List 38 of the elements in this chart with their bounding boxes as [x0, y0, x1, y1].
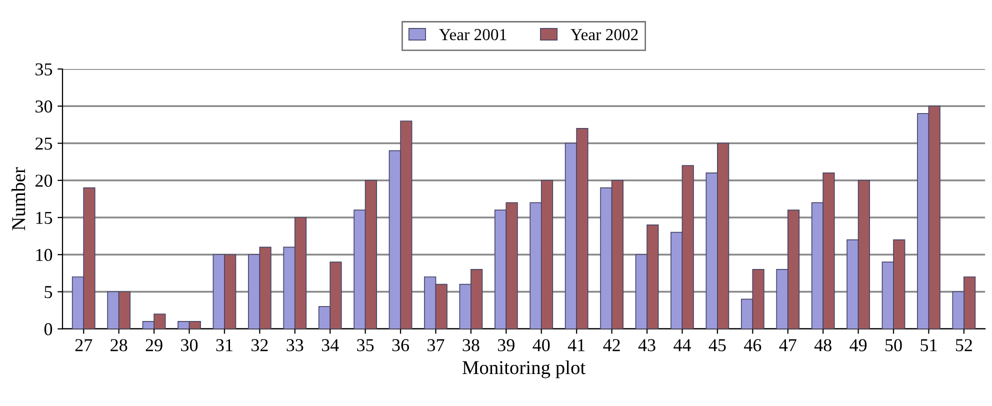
x-tick-label: 38 — [462, 339, 480, 352]
x-tick-label: 52 — [956, 339, 972, 352]
x-tick-label: 41 — [568, 339, 585, 352]
x-tick-label: 50 — [886, 339, 902, 352]
legend-label: Year 2001 — [439, 28, 506, 40]
x-tick-label: 27 — [75, 339, 92, 352]
x-tick-label: 49 — [850, 339, 867, 352]
x-axis-title: Monitoring plot — [462, 360, 586, 378]
y-tick-label: 30 — [36, 100, 52, 113]
x-tick-label: 39 — [498, 339, 514, 352]
x-tick-label: 47 — [779, 339, 796, 352]
y-tick-label: 35 — [36, 63, 52, 76]
x-tick-label: 48 — [814, 339, 832, 352]
x-tick-label: 28 — [110, 339, 128, 352]
y-tick-label: 20 — [36, 174, 52, 187]
x-tick-label: 45 — [708, 339, 726, 352]
y-tick-label: 10 — [36, 248, 52, 262]
y-tick-label: 0 — [44, 323, 52, 336]
x-tick-label: 30 — [181, 339, 198, 352]
x-tick-label: 43 — [638, 339, 656, 352]
x-tick-label: 42 — [603, 339, 620, 352]
x-tick-label: 29 — [146, 339, 162, 352]
y-axis-title: Number — [12, 167, 26, 230]
x-tick-label: 32 — [252, 339, 268, 352]
y-tick-label: 5 — [44, 286, 52, 298]
x-tick-label: 35 — [357, 339, 374, 352]
x-tick-label: 51 — [920, 339, 937, 352]
x-tick-label: 31 — [216, 339, 232, 352]
legend-label: Year 2002 — [570, 28, 638, 40]
x-tick-label: 36 — [392, 339, 410, 352]
x-tick-label: 40 — [532, 339, 550, 352]
y-tick-label: 15 — [36, 212, 52, 224]
x-tick-label: 46 — [744, 339, 762, 352]
x-tick-label: 33 — [286, 339, 304, 352]
x-tick-label: 44 — [674, 339, 691, 352]
x-tick-label: 34 — [322, 339, 339, 352]
x-tick-label: 37 — [428, 339, 444, 352]
y-tick-label: 25 — [36, 138, 52, 150]
